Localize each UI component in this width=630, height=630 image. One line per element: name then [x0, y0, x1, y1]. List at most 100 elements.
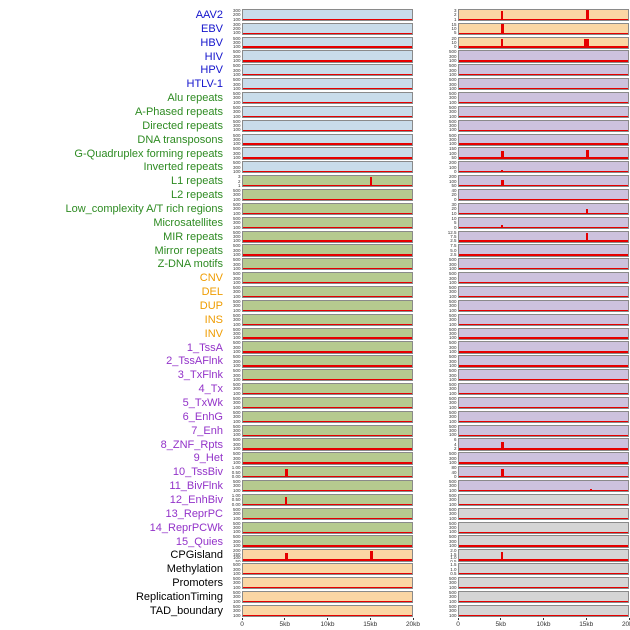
signal-spike — [501, 469, 505, 478]
y-tick-label: 5 — [453, 30, 457, 35]
y-tick-label: 300 — [448, 67, 457, 73]
y-tick-label: 100 — [232, 169, 241, 174]
y-tick-label: 2.0 — [450, 549, 457, 554]
y-tick-label: 2 — [453, 446, 457, 451]
y-tick-label: 500 — [232, 313, 241, 318]
y-tick-label: 100 — [232, 390, 241, 396]
y-tick-label: 100 — [448, 598, 457, 604]
y-tick-label: 300 — [448, 538, 457, 544]
y-tick-label: 100 — [448, 164, 457, 170]
y-tick-label: 100 — [448, 279, 457, 285]
x-tick-label: 20kb — [405, 620, 421, 628]
profile-panel-right — [458, 466, 629, 479]
y-axis-tick-labels: 500 300 100 — [229, 341, 242, 353]
x-tick-mark — [585, 617, 587, 621]
y-tick-label: 500 — [232, 452, 241, 457]
y-tick-label: 100 — [448, 584, 457, 590]
y-tick-label: 100 — [232, 279, 241, 285]
y-axis-tick-labels: 500 300 100 — [229, 591, 242, 603]
signal-baseline — [459, 212, 628, 215]
signal-baseline — [243, 282, 412, 284]
y-axis-tick-labels: 500 300 100 — [445, 286, 458, 298]
signal-baseline — [243, 337, 412, 339]
feature-row: 13_ReprPC 500 300 100 500 300 100 — [0, 507, 630, 521]
signal-spike — [501, 151, 505, 159]
y-tick-label: 300 — [232, 317, 241, 323]
y-axis-tick-labels: 500 300 100 — [229, 272, 242, 284]
y-axis-tick-labels: 30 20 10 — [445, 203, 458, 215]
feature-row: HBV 500 300 100 20 10 0 — [0, 36, 630, 50]
y-tick-label: 500 — [448, 410, 457, 415]
y-axis-tick-labels: 500 300 100 — [445, 258, 458, 270]
y-tick-label: 500 — [448, 590, 457, 595]
y-tick-label: 300 — [232, 67, 241, 73]
y-tick-label: 300 — [232, 8, 241, 13]
feature-row: Mirror repeats 500 300 100 7.5 5.0 2.5 — [0, 244, 630, 258]
y-tick-label: 500 — [448, 119, 457, 124]
signal-baseline — [459, 503, 628, 506]
y-axis-tick-labels: 80 40 0 — [445, 466, 458, 478]
y-axis-tick-labels: 500 300 100 — [229, 328, 242, 340]
signal-baseline — [243, 18, 412, 20]
y-tick-label: 300 — [232, 372, 241, 378]
x-tick-label: 15kb — [579, 620, 594, 628]
y-axis-tick-labels: 500 300 100 — [445, 369, 458, 381]
y-tick-label: 100 — [232, 570, 241, 576]
signal-baseline — [459, 240, 628, 242]
profile-panel-left — [242, 119, 413, 132]
y-axis-tick-labels: 500 300 100 — [229, 244, 242, 256]
y-tick-label: 300 — [232, 123, 241, 129]
signal-baseline — [459, 129, 628, 131]
x-tick-label: 15kb — [363, 620, 378, 628]
y-axis-tick-labels: 500 300 100 — [229, 355, 242, 367]
y-tick-label: 300 — [232, 289, 241, 295]
y-tick-label: 50 — [451, 182, 457, 188]
profile-panel-right — [458, 563, 629, 576]
y-axis-tick-labels: 500 300 100 — [229, 577, 242, 589]
signal-baseline — [459, 406, 628, 409]
y-tick-label: 100 — [232, 612, 241, 617]
y-tick-label: 300 — [448, 497, 457, 503]
row-label: INS — [204, 313, 223, 326]
y-tick-label: 300 — [232, 344, 241, 350]
y-tick-label: 100 — [232, 363, 241, 368]
profile-panel-right — [458, 355, 629, 368]
y-tick-label: 100 — [448, 321, 457, 326]
y-tick-label: 1.5 — [450, 551, 457, 557]
signal-baseline — [459, 18, 628, 20]
signal-baseline — [459, 295, 628, 298]
y-tick-label: 300 — [232, 580, 241, 586]
x-axis: 0 5kb 10kb 15kb 20kb 0 5kb 10kb 15kb 20kb — [0, 617, 630, 630]
signal-baseline — [459, 600, 628, 603]
y-tick-label: 100 — [232, 113, 241, 119]
signal-baseline — [459, 143, 628, 145]
profile-panel-left — [242, 147, 413, 160]
profile-panel-left — [242, 480, 413, 493]
y-axis-tick-labels: 500 300 100 — [229, 411, 242, 423]
x-tick-mark — [284, 617, 286, 621]
row-label: Z-DNA motifs — [157, 258, 223, 271]
signal-baseline — [459, 531, 628, 533]
y-tick-label: 15 — [451, 22, 457, 27]
row-label: L2 repeats — [171, 189, 223, 202]
y-tick-label: 2 — [237, 178, 241, 184]
profile-panel-right — [458, 22, 629, 35]
feature-row: Microsatellites 500 300 100 10 5 0 — [0, 216, 630, 230]
signal-spike — [501, 224, 504, 228]
y-tick-label: 500 — [232, 105, 241, 110]
signal-spike — [584, 38, 590, 48]
profile-panel-left — [242, 577, 413, 590]
y-axis-tick-labels: 500 300 100 — [229, 231, 242, 243]
profile-panel-left — [242, 507, 413, 520]
row-label: G-Quadruplex forming repeats — [74, 147, 223, 160]
profile-panel-right — [458, 480, 629, 493]
feature-row: 14_ReprPCWk 500 300 100 500 300 100 — [0, 521, 630, 535]
signal-baseline — [459, 559, 628, 561]
y-tick-label: 300 — [448, 303, 457, 309]
y-tick-label: 300 — [232, 136, 241, 142]
y-tick-label: 300 — [232, 206, 241, 212]
y-tick-label: 300 — [232, 414, 241, 420]
y-tick-label: 500 — [232, 438, 241, 443]
